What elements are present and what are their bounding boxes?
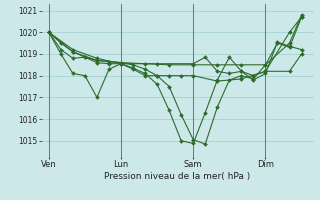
X-axis label: Pression niveau de la mer( hPa ): Pression niveau de la mer( hPa )	[104, 172, 251, 181]
